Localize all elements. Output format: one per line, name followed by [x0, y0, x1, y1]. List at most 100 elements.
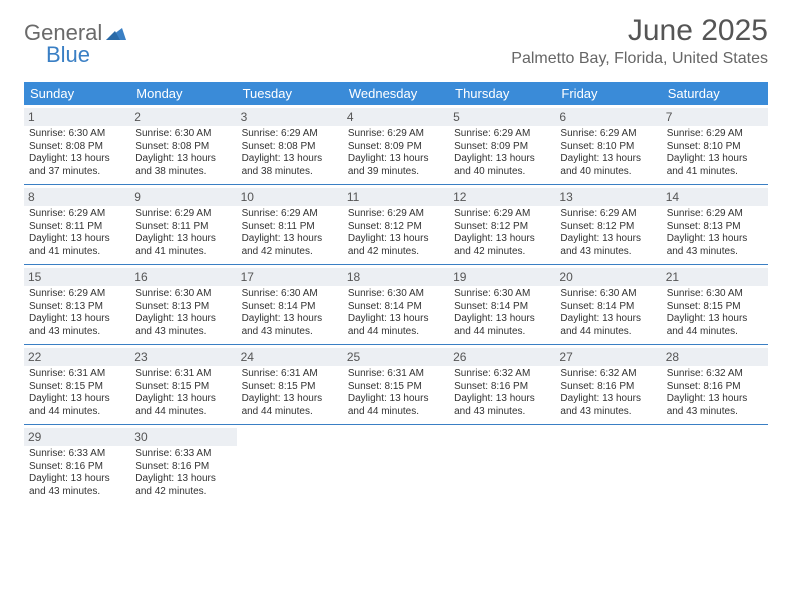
title-block: June 2025 Palmetto Bay, Florida, United …: [511, 14, 768, 68]
day-cell: [555, 425, 661, 504]
sunrise-text: Sunrise: 6:29 AM: [348, 208, 444, 221]
sunset-text: Sunset: 8:08 PM: [135, 141, 231, 154]
sunset-text: Sunset: 8:16 PM: [29, 461, 125, 474]
day-cell: [343, 425, 449, 504]
day-header-cell: Thursday: [449, 82, 555, 105]
sunrise-text: Sunrise: 6:31 AM: [135, 368, 231, 381]
day-number: 2: [130, 108, 236, 126]
day-number: 10: [237, 188, 343, 206]
day-number: 29: [24, 428, 130, 446]
daylight-text: Daylight: 13 hours and 41 minutes.: [667, 153, 763, 178]
sunset-text: Sunset: 8:15 PM: [348, 381, 444, 394]
daylight-text: Daylight: 13 hours and 44 minutes.: [29, 393, 125, 418]
sunrise-text: Sunrise: 6:29 AM: [242, 128, 338, 141]
logo-text-2: Blue: [46, 42, 90, 68]
day-cell: 11Sunrise: 6:29 AMSunset: 8:12 PMDayligh…: [343, 185, 449, 264]
sunset-text: Sunset: 8:09 PM: [454, 141, 550, 154]
daylight-text: Daylight: 13 hours and 43 minutes.: [560, 233, 656, 258]
day-cell: 24Sunrise: 6:31 AMSunset: 8:15 PMDayligh…: [237, 345, 343, 424]
sunset-text: Sunset: 8:10 PM: [667, 141, 763, 154]
sunset-text: Sunset: 8:13 PM: [135, 301, 231, 314]
day-cell: [237, 425, 343, 504]
day-number: 12: [449, 188, 555, 206]
sunset-text: Sunset: 8:15 PM: [242, 381, 338, 394]
daylight-text: Daylight: 13 hours and 39 minutes.: [348, 153, 444, 178]
day-cell: 18Sunrise: 6:30 AMSunset: 8:14 PMDayligh…: [343, 265, 449, 344]
sunrise-text: Sunrise: 6:30 AM: [454, 288, 550, 301]
sunset-text: Sunset: 8:10 PM: [560, 141, 656, 154]
day-number: 18: [343, 268, 449, 286]
sunset-text: Sunset: 8:08 PM: [29, 141, 125, 154]
sunrise-text: Sunrise: 6:29 AM: [667, 208, 763, 221]
day-cell: 1Sunrise: 6:30 AMSunset: 8:08 PMDaylight…: [24, 105, 130, 184]
daylight-text: Daylight: 13 hours and 43 minutes.: [560, 393, 656, 418]
sunset-text: Sunset: 8:12 PM: [560, 221, 656, 234]
sunrise-text: Sunrise: 6:29 AM: [454, 128, 550, 141]
day-header-cell: Sunday: [24, 82, 130, 105]
day-number: 26: [449, 348, 555, 366]
day-cell: 13 Sunrise: 6:29 AMSunset: 8:12 PMDayligh…: [555, 185, 661, 264]
day-number: 22: [24, 348, 130, 366]
day-number: 21: [662, 268, 768, 286]
daylight-text: Daylight: 13 hours and 44 minutes.: [348, 313, 444, 338]
daylight-text: Daylight: 13 hours and 43 minutes.: [667, 393, 763, 418]
day-cell: 15Sunrise: 6:29 AMSunset: 8:13 PMDayligh…: [24, 265, 130, 344]
daylight-text: Daylight: 13 hours and 40 minutes.: [560, 153, 656, 178]
daylight-text: Daylight: 13 hours and 44 minutes.: [348, 393, 444, 418]
sunrise-text: Sunrise: 6:31 AM: [348, 368, 444, 381]
month-title: June 2025: [511, 14, 768, 48]
sunset-text: Sunset: 8:14 PM: [348, 301, 444, 314]
sunset-text: Sunset: 8:16 PM: [454, 381, 550, 394]
day-number: 5: [449, 108, 555, 126]
sunrise-text: Sunrise: 6:29 AM: [560, 128, 656, 141]
day-header-cell: Friday: [555, 82, 661, 105]
daylight-text: Daylight: 13 hours and 38 minutes.: [242, 153, 338, 178]
sunrise-text: Sunrise: 6:30 AM: [560, 288, 656, 301]
day-cell: 20Sunrise: 6:30 AMSunset: 8:14 PMDayligh…: [555, 265, 661, 344]
daylight-text: Daylight: 13 hours and 42 minutes.: [242, 233, 338, 258]
sunrise-text: Sunrise: 6:29 AM: [135, 208, 231, 221]
day-cell: 25 Sunrise: 6:31 AMSunset: 8:15 PMDayligh…: [343, 345, 449, 424]
daylight-text: Daylight: 13 hours and 44 minutes.: [560, 313, 656, 338]
day-cell: [662, 425, 768, 504]
day-number: 19: [449, 268, 555, 286]
daylight-text: Daylight: 13 hours and 42 minutes.: [135, 473, 231, 498]
sunrise-text: Sunrise: 6:29 AM: [348, 128, 444, 141]
daylight-text: Daylight: 13 hours and 44 minutes.: [135, 393, 231, 418]
sunrise-text: Sunrise: 6:32 AM: [454, 368, 550, 381]
logo: General Blue: [24, 20, 126, 46]
sunset-text: Sunset: 8:15 PM: [667, 301, 763, 314]
sunrise-text: Sunrise: 6:29 AM: [29, 208, 125, 221]
sunrise-text: Sunrise: 6:32 AM: [560, 368, 656, 381]
daylight-text: Daylight: 13 hours and 43 minutes.: [242, 313, 338, 338]
sunrise-text: Sunrise: 6:29 AM: [560, 208, 656, 221]
logo-mark-icon: [106, 20, 126, 46]
sunset-text: Sunset: 8:11 PM: [135, 221, 231, 234]
day-number: 8: [24, 188, 130, 206]
day-number: 13: [555, 188, 661, 206]
day-number: 23: [130, 348, 236, 366]
daylight-text: Daylight: 13 hours and 40 minutes.: [454, 153, 550, 178]
daylight-text: Daylight: 13 hours and 43 minutes.: [29, 313, 125, 338]
daylight-text: Daylight: 13 hours and 44 minutes.: [242, 393, 338, 418]
day-number: 20: [555, 268, 661, 286]
sunrise-text: Sunrise: 6:29 AM: [454, 208, 550, 221]
week-row: 8Sunrise: 6:29 AMSunset: 8:11 PMDaylight…: [24, 184, 768, 264]
day-cell: 26 Sunrise: 6:32 AMSunset: 8:16 PMDayligh…: [449, 345, 555, 424]
sunrise-text: Sunrise: 6:30 AM: [135, 128, 231, 141]
sunrise-text: Sunrise: 6:30 AM: [135, 288, 231, 301]
daylight-text: Daylight: 13 hours and 42 minutes.: [348, 233, 444, 258]
page-header: General Blue June 2025 Palmetto Bay, Flo…: [0, 0, 792, 74]
calendar: Sunday Monday Tuesday Wednesday Thursday…: [24, 82, 768, 504]
day-cell: 22Sunrise: 6:31 AMSunset: 8:15 PMDayligh…: [24, 345, 130, 424]
day-number: 27: [555, 348, 661, 366]
day-cell: 3Sunrise: 6:29 AMSunset: 8:08 PMDaylight…: [237, 105, 343, 184]
sunrise-text: Sunrise: 6:29 AM: [29, 288, 125, 301]
daylight-text: Daylight: 13 hours and 42 minutes.: [454, 233, 550, 258]
daylight-text: Daylight: 13 hours and 43 minutes.: [454, 393, 550, 418]
sunset-text: Sunset: 8:11 PM: [242, 221, 338, 234]
day-cell: 23Sunrise: 6:31 AMSunset: 8:15 PMDayligh…: [130, 345, 236, 424]
day-number: 25: [343, 348, 449, 366]
sunset-text: Sunset: 8:11 PM: [29, 221, 125, 234]
sunrise-text: Sunrise: 6:29 AM: [242, 208, 338, 221]
